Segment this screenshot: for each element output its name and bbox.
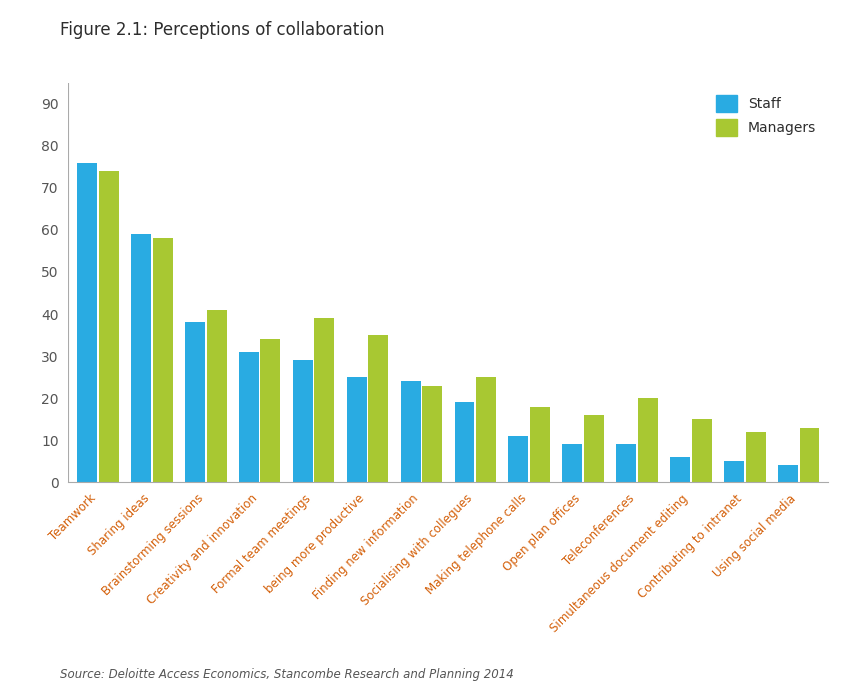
- Bar: [239, 352, 258, 482]
- Bar: [99, 171, 119, 482]
- Bar: [346, 377, 366, 482]
- Bar: [131, 234, 151, 482]
- Bar: [530, 407, 549, 482]
- Bar: [637, 398, 657, 482]
- Bar: [293, 360, 312, 482]
- Bar: [454, 402, 474, 482]
- Legend: Staff, Managers: Staff, Managers: [710, 90, 821, 141]
- Bar: [421, 386, 442, 482]
- Bar: [314, 318, 334, 482]
- Bar: [561, 444, 582, 482]
- Bar: [260, 339, 280, 482]
- Bar: [616, 444, 635, 482]
- Bar: [691, 419, 711, 482]
- Bar: [185, 322, 205, 482]
- Text: Source: Deloitte Access Economics, Stancombe Research and Planning 2014: Source: Deloitte Access Economics, Stanc…: [60, 668, 513, 681]
- Bar: [508, 436, 528, 482]
- Bar: [153, 238, 172, 482]
- Bar: [206, 310, 226, 482]
- Bar: [583, 415, 603, 482]
- Text: Figure 2.1: Perceptions of collaboration: Figure 2.1: Perceptions of collaboration: [60, 21, 384, 39]
- Bar: [777, 466, 797, 482]
- Bar: [745, 432, 764, 482]
- Bar: [723, 461, 743, 482]
- Bar: [77, 163, 97, 482]
- Bar: [798, 428, 819, 482]
- Bar: [670, 457, 689, 482]
- Bar: [400, 381, 420, 482]
- Bar: [368, 335, 388, 482]
- Bar: [476, 377, 496, 482]
